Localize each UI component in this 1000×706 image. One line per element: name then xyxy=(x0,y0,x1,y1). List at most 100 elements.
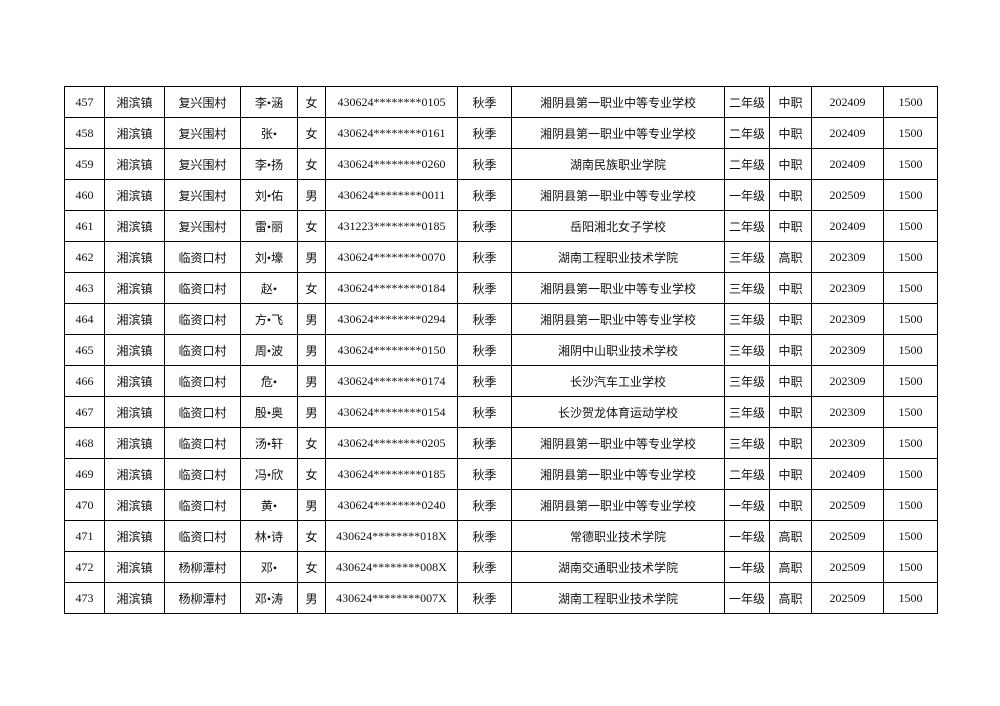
table-cell: 临资口村 xyxy=(164,303,241,335)
table-cell: 中职 xyxy=(769,427,812,459)
table-cell: 202509 xyxy=(811,520,884,552)
table-cell: 202509 xyxy=(811,582,884,614)
table-cell: 湘滨镇 xyxy=(104,117,165,149)
table-cell: 高职 xyxy=(769,551,812,583)
table-cell: 高职 xyxy=(769,582,812,614)
table-cell: 1500 xyxy=(883,520,938,552)
table-cell: 二年级 xyxy=(724,117,770,149)
table-cell: 湘阴县第一职业中等专业学校 xyxy=(511,179,725,211)
table-cell: 一年级 xyxy=(724,179,770,211)
table-cell: 女 xyxy=(297,210,326,242)
table-cell: 430624********007X xyxy=(325,582,458,614)
table-cell: 湘滨镇 xyxy=(104,427,165,459)
table-body: 457 湘滨镇 复兴围村 李•涵女 430624********0105 秋季 湘阴县第一职… xyxy=(64,86,938,614)
table-cell: 女 xyxy=(297,148,326,180)
table-cell: 临资口村 xyxy=(164,396,241,428)
table-cell: 李•涵 xyxy=(240,86,298,118)
table-cell: 462 xyxy=(64,241,105,273)
table-row: 462 湘滨镇 临资口村 刘•壕男 430624********0070 秋季 湖南工程职业… xyxy=(64,241,938,273)
table-cell: 杨柳潭村 xyxy=(164,551,241,583)
table-row: 463 湘滨镇 临资口村 赵• 女 430624********0184 秋季 湘阴县第一职业… xyxy=(64,272,938,304)
table-cell: 秋季 xyxy=(457,117,512,149)
table-cell: 女 xyxy=(297,551,326,583)
table-row: 467 湘滨镇 临资口村 殷•奥男 430624********0154 秋季 长沙贺龙体育… xyxy=(64,396,938,428)
table-cell: 202409 xyxy=(811,148,884,180)
table-cell: 430624********0260 xyxy=(325,148,458,180)
table-cell: 湘滨镇 xyxy=(104,303,165,335)
table-row: 460 湘滨镇 复兴围村 刘•佑男 430624********0011 秋季 湘阴县第一职… xyxy=(64,179,938,211)
table-cell: 1500 xyxy=(883,148,938,180)
table-cell: 殷•奥 xyxy=(240,396,298,428)
table-cell: 430624********0185 xyxy=(325,458,458,490)
table-cell: 女 xyxy=(297,458,326,490)
table-cell: 430624********0174 xyxy=(325,365,458,397)
table-cell: 中职 xyxy=(769,303,812,335)
table-cell: 1500 xyxy=(883,303,938,335)
table-cell: 430624********0205 xyxy=(325,427,458,459)
table-cell: 三年级 xyxy=(724,303,770,335)
table-cell: 湖南工程职业技术学院 xyxy=(511,582,725,614)
table-cell: 202309 xyxy=(811,396,884,428)
table-cell: 湖南交通职业技术学院 xyxy=(511,551,725,583)
table-cell: 1500 xyxy=(883,334,938,366)
table-cell: 秋季 xyxy=(457,210,512,242)
table-cell: 202309 xyxy=(811,241,884,273)
table-cell: 女 xyxy=(297,427,326,459)
table-cell: 刘•壕 xyxy=(240,241,298,273)
table-cell: 1500 xyxy=(883,210,938,242)
table-cell: 秋季 xyxy=(457,489,512,521)
table-cell: 中职 xyxy=(769,489,812,521)
table-cell: 二年级 xyxy=(724,458,770,490)
table-cell: 三年级 xyxy=(724,241,770,273)
table-cell: 中职 xyxy=(769,86,812,118)
table-cell: 466 xyxy=(64,365,105,397)
table-cell: 1500 xyxy=(883,117,938,149)
table-cell: 秋季 xyxy=(457,148,512,180)
table-cell: 1500 xyxy=(883,365,938,397)
table-cell: 秋季 xyxy=(457,520,512,552)
table-cell: 1500 xyxy=(883,458,938,490)
table-cell: 1500 xyxy=(883,272,938,304)
table-cell: 430624********0184 xyxy=(325,272,458,304)
table-cell: 复兴围村 xyxy=(164,148,241,180)
table-cell: 1500 xyxy=(883,241,938,273)
table-cell: 复兴围村 xyxy=(164,210,241,242)
table-cell: 方•飞 xyxy=(240,303,298,335)
table-cell: 中职 xyxy=(769,179,812,211)
table-cell: 女 xyxy=(297,520,326,552)
table-cell: 202509 xyxy=(811,551,884,583)
table-cell: 三年级 xyxy=(724,334,770,366)
table-cell: 秋季 xyxy=(457,334,512,366)
table-cell: 二年级 xyxy=(724,148,770,180)
table-cell: 林•诗 xyxy=(240,520,298,552)
table-cell: 202409 xyxy=(811,86,884,118)
table-cell: 湘滨镇 xyxy=(104,458,165,490)
table-row: 471 湘滨镇 临资口村 林•诗女 430624********018X 秋季 常德职业技术… xyxy=(64,520,938,552)
table-cell: 男 xyxy=(297,396,326,428)
table-cell: 复兴围村 xyxy=(164,179,241,211)
table-row: 461 湘滨镇 复兴围村 雷•丽女 431223********0185 秋季 岳阳湘北女子… xyxy=(64,210,938,242)
table-cell: 202509 xyxy=(811,489,884,521)
table-cell: 202309 xyxy=(811,365,884,397)
table-cell: 473 xyxy=(64,582,105,614)
table-cell: 湖南工程职业技术学院 xyxy=(511,241,725,273)
table-cell: 中职 xyxy=(769,365,812,397)
table-cell: 湘滨镇 xyxy=(104,551,165,583)
table-cell: 临资口村 xyxy=(164,458,241,490)
table-cell: 黄• xyxy=(240,489,298,521)
table-cell: 459 xyxy=(64,148,105,180)
table-cell: 464 xyxy=(64,303,105,335)
table-cell: 430624********0294 xyxy=(325,303,458,335)
table-cell: 秋季 xyxy=(457,241,512,273)
table-cell: 常德职业技术学院 xyxy=(511,520,725,552)
table-cell: 湘滨镇 xyxy=(104,210,165,242)
table-row: 459 湘滨镇 复兴围村 李•扬女 430624********0260 秋季 湖南民族职业… xyxy=(64,148,938,180)
table-cell: 湘滨镇 xyxy=(104,86,165,118)
table-cell: 男 xyxy=(297,365,326,397)
table-row: 469 湘滨镇 临资口村 冯•欣女 430624********0185 秋季 湘阴县第一职… xyxy=(64,458,938,490)
table-cell: 临资口村 xyxy=(164,427,241,459)
table-cell: 一年级 xyxy=(724,520,770,552)
table-cell: 430624********018X xyxy=(325,520,458,552)
table-cell: 湖南民族职业学院 xyxy=(511,148,725,180)
